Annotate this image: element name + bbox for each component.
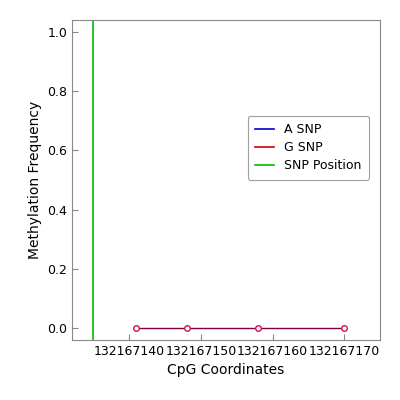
Y-axis label: Methylation Frequency: Methylation Frequency xyxy=(28,101,42,259)
X-axis label: CpG Coordinates: CpG Coordinates xyxy=(167,364,285,378)
Legend: A SNP, G SNP, SNP Position: A SNP, G SNP, SNP Position xyxy=(248,116,369,180)
